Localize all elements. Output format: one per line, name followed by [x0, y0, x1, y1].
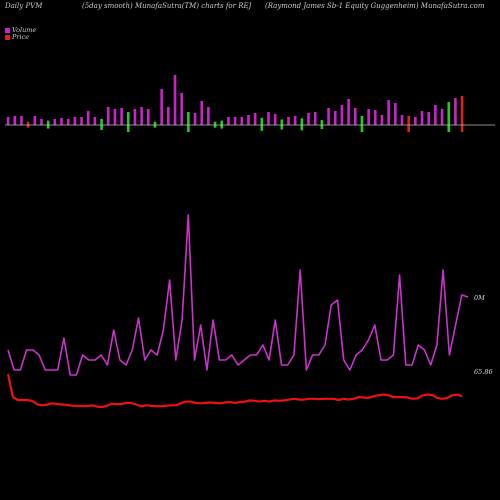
legend-price-label: Price	[12, 33, 30, 41]
volume-bar	[160, 89, 163, 125]
volume-line	[7, 214, 469, 376]
volume-bar	[400, 115, 404, 125]
volume-bar	[307, 113, 310, 125]
volume-bar	[367, 109, 370, 125]
volume-bar	[147, 109, 150, 125]
volume-bar	[293, 116, 297, 125]
volume-bar	[447, 102, 451, 132]
volume-bar	[380, 115, 384, 125]
legend-volume-label: Volume	[12, 26, 37, 34]
volume-bar	[253, 113, 257, 125]
volume-bar	[273, 114, 277, 125]
volume-bar	[60, 118, 63, 125]
volume-bar	[460, 96, 464, 132]
volume-bar	[40, 119, 43, 125]
volume-bar	[120, 108, 123, 125]
volume-bar	[394, 103, 397, 125]
volume-bar	[387, 100, 390, 125]
volume-bar	[93, 117, 97, 125]
volume-bar	[454, 98, 457, 125]
price-line	[6, 373, 463, 409]
volume-bar	[313, 112, 317, 125]
volume-bar	[227, 117, 230, 125]
chart-header-title: (5day smooth) MunafaSutra(TM) charts for…	[82, 2, 252, 10]
legend-price: Price	[5, 33, 29, 41]
volume-bar	[33, 116, 37, 125]
volume-bar	[66, 119, 70, 125]
volume-bar	[187, 112, 190, 132]
volume-bar	[360, 116, 364, 132]
volume-bar	[200, 101, 204, 125]
volume-bar	[407, 116, 410, 132]
volume-bar	[13, 116, 17, 125]
volume-bar	[233, 117, 237, 125]
legend-volume-swatch	[5, 27, 10, 33]
volume-bar	[260, 117, 264, 131]
volume-bar	[333, 111, 337, 125]
volume-bar	[180, 93, 183, 125]
volume-bar	[280, 119, 284, 130]
volume-bar	[80, 117, 83, 125]
price-end-label: 65.86	[474, 368, 493, 376]
volume-bar	[247, 115, 250, 125]
volume-bar	[434, 105, 437, 125]
volume-bar	[133, 109, 137, 125]
volume-bar	[207, 107, 210, 125]
volume-bar	[320, 120, 324, 130]
volume-bar	[73, 117, 77, 125]
volume-bar	[100, 118, 103, 130]
volume-bar	[106, 107, 110, 125]
volume-bar	[173, 75, 177, 125]
volume-bar	[20, 116, 23, 125]
volume-bar	[193, 113, 197, 125]
volume-bar	[140, 107, 143, 125]
volume-bars	[6, 75, 464, 132]
chart-header-right: (Raymond James Sb-1 Equity Guggenheim) M…	[265, 2, 485, 10]
volume-bar	[6, 117, 10, 125]
volume-bar	[427, 112, 431, 125]
volume-bar	[113, 109, 117, 125]
chart-header-left: Daily PVM	[5, 2, 43, 10]
volume-bar	[347, 99, 350, 125]
volume-bar	[167, 107, 170, 125]
volume-bar	[420, 111, 424, 125]
volume-bar	[300, 118, 304, 131]
volume-bar	[440, 109, 444, 125]
volume-bar	[327, 108, 330, 125]
volume-bar	[374, 110, 377, 125]
volume-bar	[353, 108, 357, 125]
volume-bar	[126, 112, 130, 132]
volume-bar	[287, 117, 290, 125]
volume-bar	[414, 117, 417, 125]
volume-bar	[53, 119, 57, 125]
volume-end-label: 0M	[474, 294, 485, 302]
volume-bar	[267, 112, 270, 125]
legend-volume: Volume	[5, 26, 36, 34]
legend-price-swatch	[5, 34, 10, 40]
volume-bar	[240, 117, 244, 125]
volume-bar	[340, 105, 344, 125]
volume-bar	[86, 111, 90, 125]
